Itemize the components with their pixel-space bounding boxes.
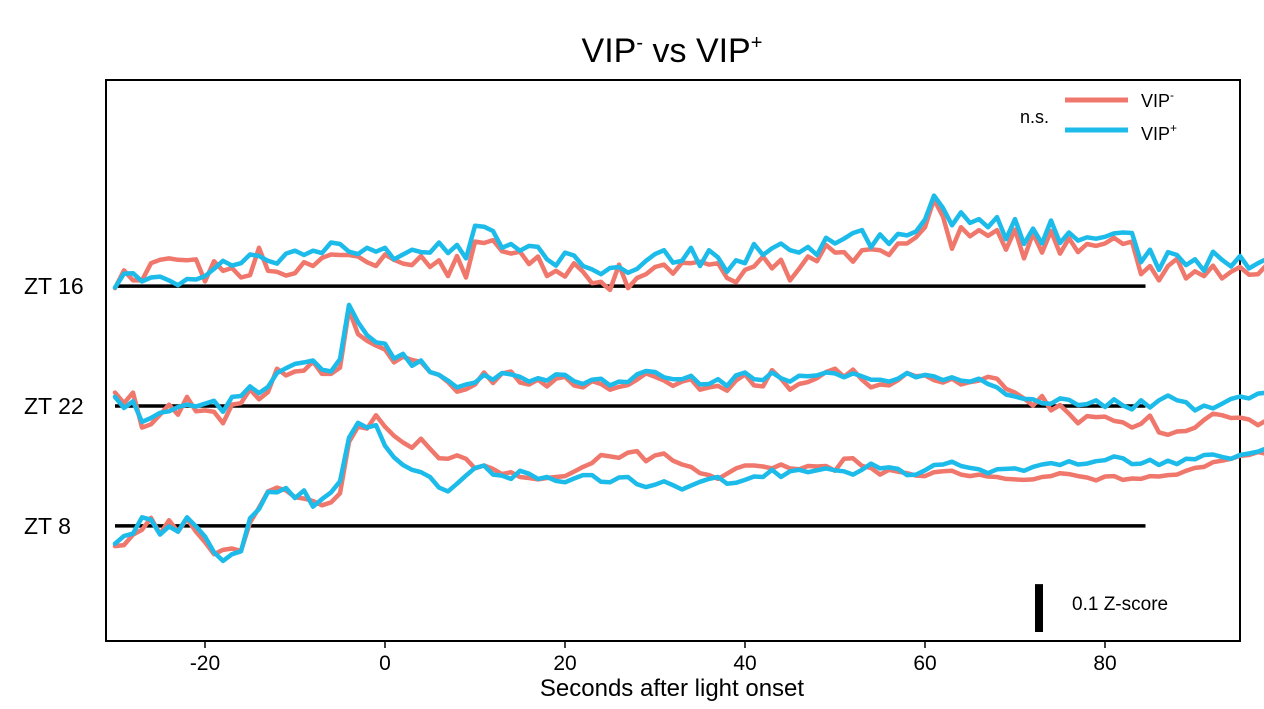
legend-base-vip-minus: VIP <box>1141 91 1170 111</box>
legend-sup-vip-plus: + <box>1170 121 1177 135</box>
row-labels: ZT 16 ZT 22 ZT 8 <box>24 273 84 539</box>
x-axis-label: Seconds after light onset <box>540 675 804 702</box>
series-line-zt-22-vip-plus <box>112 302 1264 425</box>
legend-sup-vip-minus: - <box>1170 88 1174 102</box>
title-sup-right: + <box>751 32 763 54</box>
chart-title: VIP- vs VIP+ <box>582 32 763 70</box>
legend-label-vip-plus: VIP+ <box>1141 121 1177 144</box>
title-base-right: VIP <box>696 32 751 70</box>
legend-base-vip-plus: VIP <box>1141 124 1170 144</box>
x-tick-label: -20 <box>190 652 220 675</box>
scale-bar-label: 0.1 Z-score <box>1072 594 1168 615</box>
x-tick-label: 60 <box>913 652 936 675</box>
title-base-left: VIP <box>582 32 637 70</box>
series-line-zt-16-vip-minus <box>112 197 1264 293</box>
x-tick-label: 0 <box>379 652 391 675</box>
row-label-zt-22: ZT 22 <box>24 393 84 419</box>
legend: n.s. VIP- VIP+ <box>1020 88 1177 144</box>
x-tick-label: 40 <box>733 652 756 675</box>
title-middle: vs <box>643 32 696 70</box>
title-sup-left: - <box>636 32 643 54</box>
x-axis-ticks: -20 0 20 40 60 80 <box>190 641 1117 675</box>
row-label-zt-8: ZT 8 <box>24 513 71 539</box>
legend-label-vip-minus: VIP- <box>1141 88 1174 111</box>
plot-frame <box>105 79 1241 642</box>
series-line-zt-8-vip-plus <box>112 420 1264 564</box>
x-tick-label: 80 <box>1093 652 1116 675</box>
series-line-zt-22-vip-minus <box>112 307 1264 438</box>
x-tick-label: 20 <box>553 652 576 675</box>
row-label-zt-16: ZT 16 <box>24 273 84 299</box>
legend-annotation: n.s. <box>1020 107 1049 127</box>
series-lines <box>112 193 1264 564</box>
series-line-zt-16-vip-plus <box>112 193 1264 290</box>
